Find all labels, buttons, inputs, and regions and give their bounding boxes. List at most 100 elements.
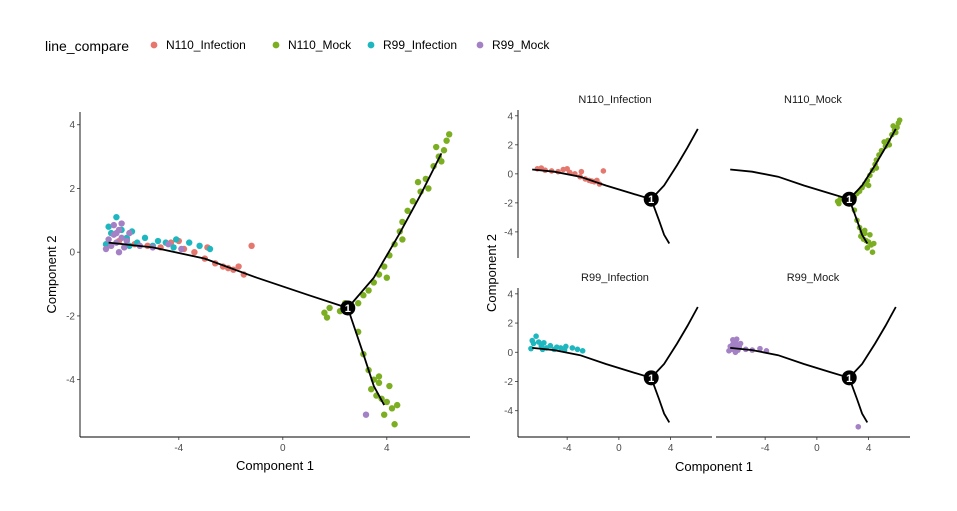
main-x-axis-title: Component 1 — [236, 458, 314, 473]
main-point — [121, 244, 128, 251]
main-branch-point-label: 1 — [345, 303, 351, 315]
main-point — [196, 242, 203, 250]
main-point — [206, 245, 214, 253]
facet-0-point — [578, 168, 585, 175]
facet-x-axis-title: Component 1 — [675, 459, 753, 474]
facet-0-branch-point — [643, 191, 659, 207]
facet-panels: N110_Infection-4-20241N110_Mock1R99_Infe… — [484, 94, 910, 474]
facet-1-point — [861, 227, 868, 234]
main-point — [102, 241, 110, 248]
main-point — [235, 263, 242, 270]
facet-3-point — [737, 340, 744, 347]
legend-label-1: N110_Mock — [288, 38, 352, 52]
facet-0-y-tick-label: 4 — [507, 111, 513, 122]
facet-0-point — [600, 168, 607, 174]
facet-2-trajectory-segment-0 — [532, 347, 652, 379]
facet-0-y-tick-label: -2 — [504, 198, 513, 209]
main-point — [248, 242, 255, 250]
main-y-tick-label: -2 — [66, 311, 75, 322]
main-point — [178, 245, 185, 253]
facet-1-trajectory-segment-0 — [730, 168, 850, 201]
main-point — [375, 373, 383, 380]
main-point — [165, 241, 172, 248]
facet-1-point — [867, 231, 873, 238]
main-point — [102, 245, 110, 253]
facet-0-y-tick-label: -4 — [504, 227, 513, 238]
main-y-tick-label: 4 — [69, 120, 75, 131]
facet-2-trajectory-segment-2 — [650, 377, 671, 423]
main-y-tick-label: 2 — [69, 184, 75, 195]
main-point — [399, 236, 406, 243]
facet-2-x-tick-label: 0 — [616, 443, 622, 454]
facet-strip-label: R99_Infection — [581, 272, 649, 284]
legend-label-3: R99_Mock — [492, 38, 550, 52]
facet-2-point — [547, 342, 554, 349]
facet-0-point — [564, 165, 570, 172]
main-x-tick-label: 0 — [280, 443, 286, 454]
main-x-tick-label: 4 — [384, 443, 390, 454]
main-point — [110, 221, 118, 229]
facet-3-point — [733, 336, 740, 342]
main-point — [323, 314, 331, 321]
facet-1-point — [869, 249, 876, 255]
facet-1-branch-point-label: 1 — [846, 194, 852, 206]
facet-3-point — [757, 345, 763, 352]
facet-3-trajectory-segment-1 — [848, 306, 897, 379]
main-point — [425, 185, 432, 192]
main-point — [141, 234, 149, 242]
main-point — [440, 147, 448, 154]
facet-2-trajectory-segment-1 — [650, 306, 699, 379]
legend-key-0 — [150, 41, 158, 49]
main-point — [355, 299, 362, 307]
main-point — [105, 236, 112, 243]
facet-1-trajectory-segment-2 — [848, 198, 869, 244]
facet-2-y-tick-label: -2 — [504, 377, 513, 388]
main-point — [443, 137, 450, 144]
facet-2-x-tick-label: -4 — [563, 443, 572, 454]
facet-0-trajectory-segment-2 — [650, 198, 671, 244]
main-branch-point — [340, 300, 356, 316]
main-point — [365, 287, 372, 294]
main-trajectory-segment-1 — [347, 152, 443, 309]
facet-3-x-tick-label: 0 — [814, 443, 820, 454]
facet-3-point — [732, 349, 739, 356]
main-point — [360, 292, 367, 299]
main-y-axis-title: Component 2 — [44, 235, 59, 313]
facet-0-y-tick-label: 2 — [507, 140, 513, 151]
main-point — [381, 411, 388, 418]
facet-1-point — [865, 182, 872, 189]
facet-N110_Mock: N110_Mock 1 — [730, 94, 903, 255]
main-point — [368, 386, 375, 393]
main-point — [105, 223, 112, 230]
facet-2-y-tick-label: 2 — [507, 319, 513, 330]
legend-label-0: N110_Infection — [166, 38, 246, 52]
main-point — [118, 234, 125, 242]
main-point — [381, 263, 388, 270]
facet-0-y-tick-label: 0 — [507, 169, 513, 180]
main-point — [404, 207, 411, 214]
chart-legend: line_compare N110_Infection N110_Mock R99_I… — [45, 38, 550, 54]
facet-2-y-tick-label: 4 — [507, 289, 513, 300]
main-trajectory-segment-2 — [346, 307, 385, 406]
main-y-tick-label: -4 — [66, 375, 75, 386]
facet-R99_Infection: R99_Infection -4 -2 0 2 4 -4 0 4 1 — [504, 272, 712, 454]
facet-3-trajectory-segment-2 — [848, 377, 869, 423]
main-point — [414, 178, 422, 186]
main-scatter-panel: -4 -2 0 2 4 -4 0 4 1 Component 1 Component 2 — [44, 112, 470, 473]
facet-2-branch-point — [643, 370, 659, 386]
main-point — [438, 158, 445, 165]
facet-3-branch-point — [841, 370, 857, 386]
main-point — [409, 198, 416, 205]
legend-key-1 — [272, 41, 280, 49]
main-point — [191, 248, 198, 256]
facet-2-point — [533, 333, 539, 340]
legend-label-2: R99_Infection — [383, 38, 457, 52]
facet-strip-label: R99_Mock — [787, 272, 840, 284]
facet-2-branch-point-label: 1 — [648, 373, 654, 385]
facet-0-trajectory-segment-1 — [650, 128, 699, 200]
main-point — [186, 239, 193, 246]
facet-2-y-tick-label: -4 — [504, 406, 513, 417]
facet-1-branch-point — [841, 191, 857, 207]
